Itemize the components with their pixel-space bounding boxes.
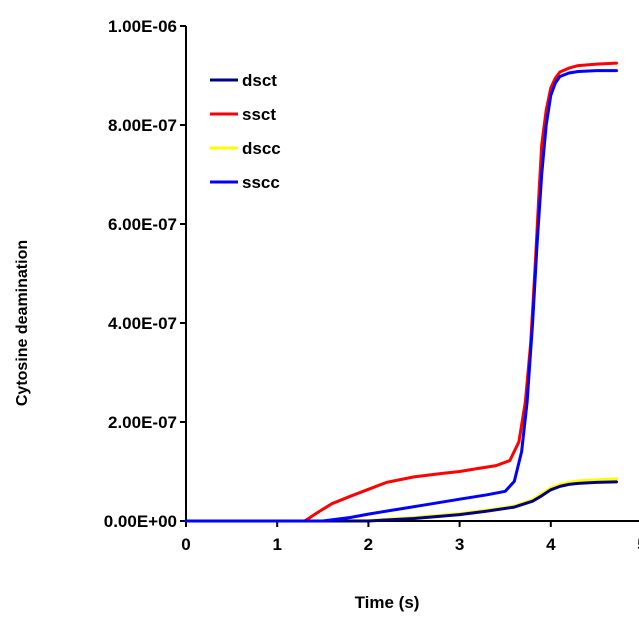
y-tick-label: 0.00E+00 — [104, 512, 177, 531]
legend: dsct ssct dscc sscc — [210, 71, 281, 192]
y-tick-label: 2.00E-07 — [108, 413, 177, 432]
legend-label-dscc: dscc — [242, 139, 281, 158]
y-tick-label: 6.00E-07 — [108, 215, 177, 234]
y-tick-label: 4.00E-07 — [108, 314, 177, 333]
x-tick-label: 4 — [546, 535, 556, 554]
series-line-dscc — [184, 477, 618, 523]
x-axis-label: Time (s) — [355, 593, 420, 612]
y-axis-label: Cytosine deamination — [14, 240, 31, 406]
plot-area — [184, 61, 618, 523]
x-tick-label: 0 — [181, 535, 190, 554]
x-tick-label: 2 — [364, 535, 373, 554]
axes: 0.00E+00 2.00E-07 4.00E-07 6.00E-07 8.00E-07… — [104, 17, 639, 554]
legend-label-sscc: sscc — [242, 173, 280, 192]
x-tick-label: 3 — [455, 535, 464, 554]
x-tick-label: 1 — [272, 535, 281, 554]
y-tick-label: 1.00E-06 — [108, 17, 177, 36]
legend-label-ssct: ssct — [242, 105, 276, 124]
series-line-ssct — [184, 61, 618, 523]
legend-label-dsct: dsct — [242, 71, 277, 90]
x-tick-label: 5 — [637, 535, 639, 554]
y-tick-label: 8.00E-07 — [108, 116, 177, 135]
series-line-sscc — [184, 69, 618, 523]
